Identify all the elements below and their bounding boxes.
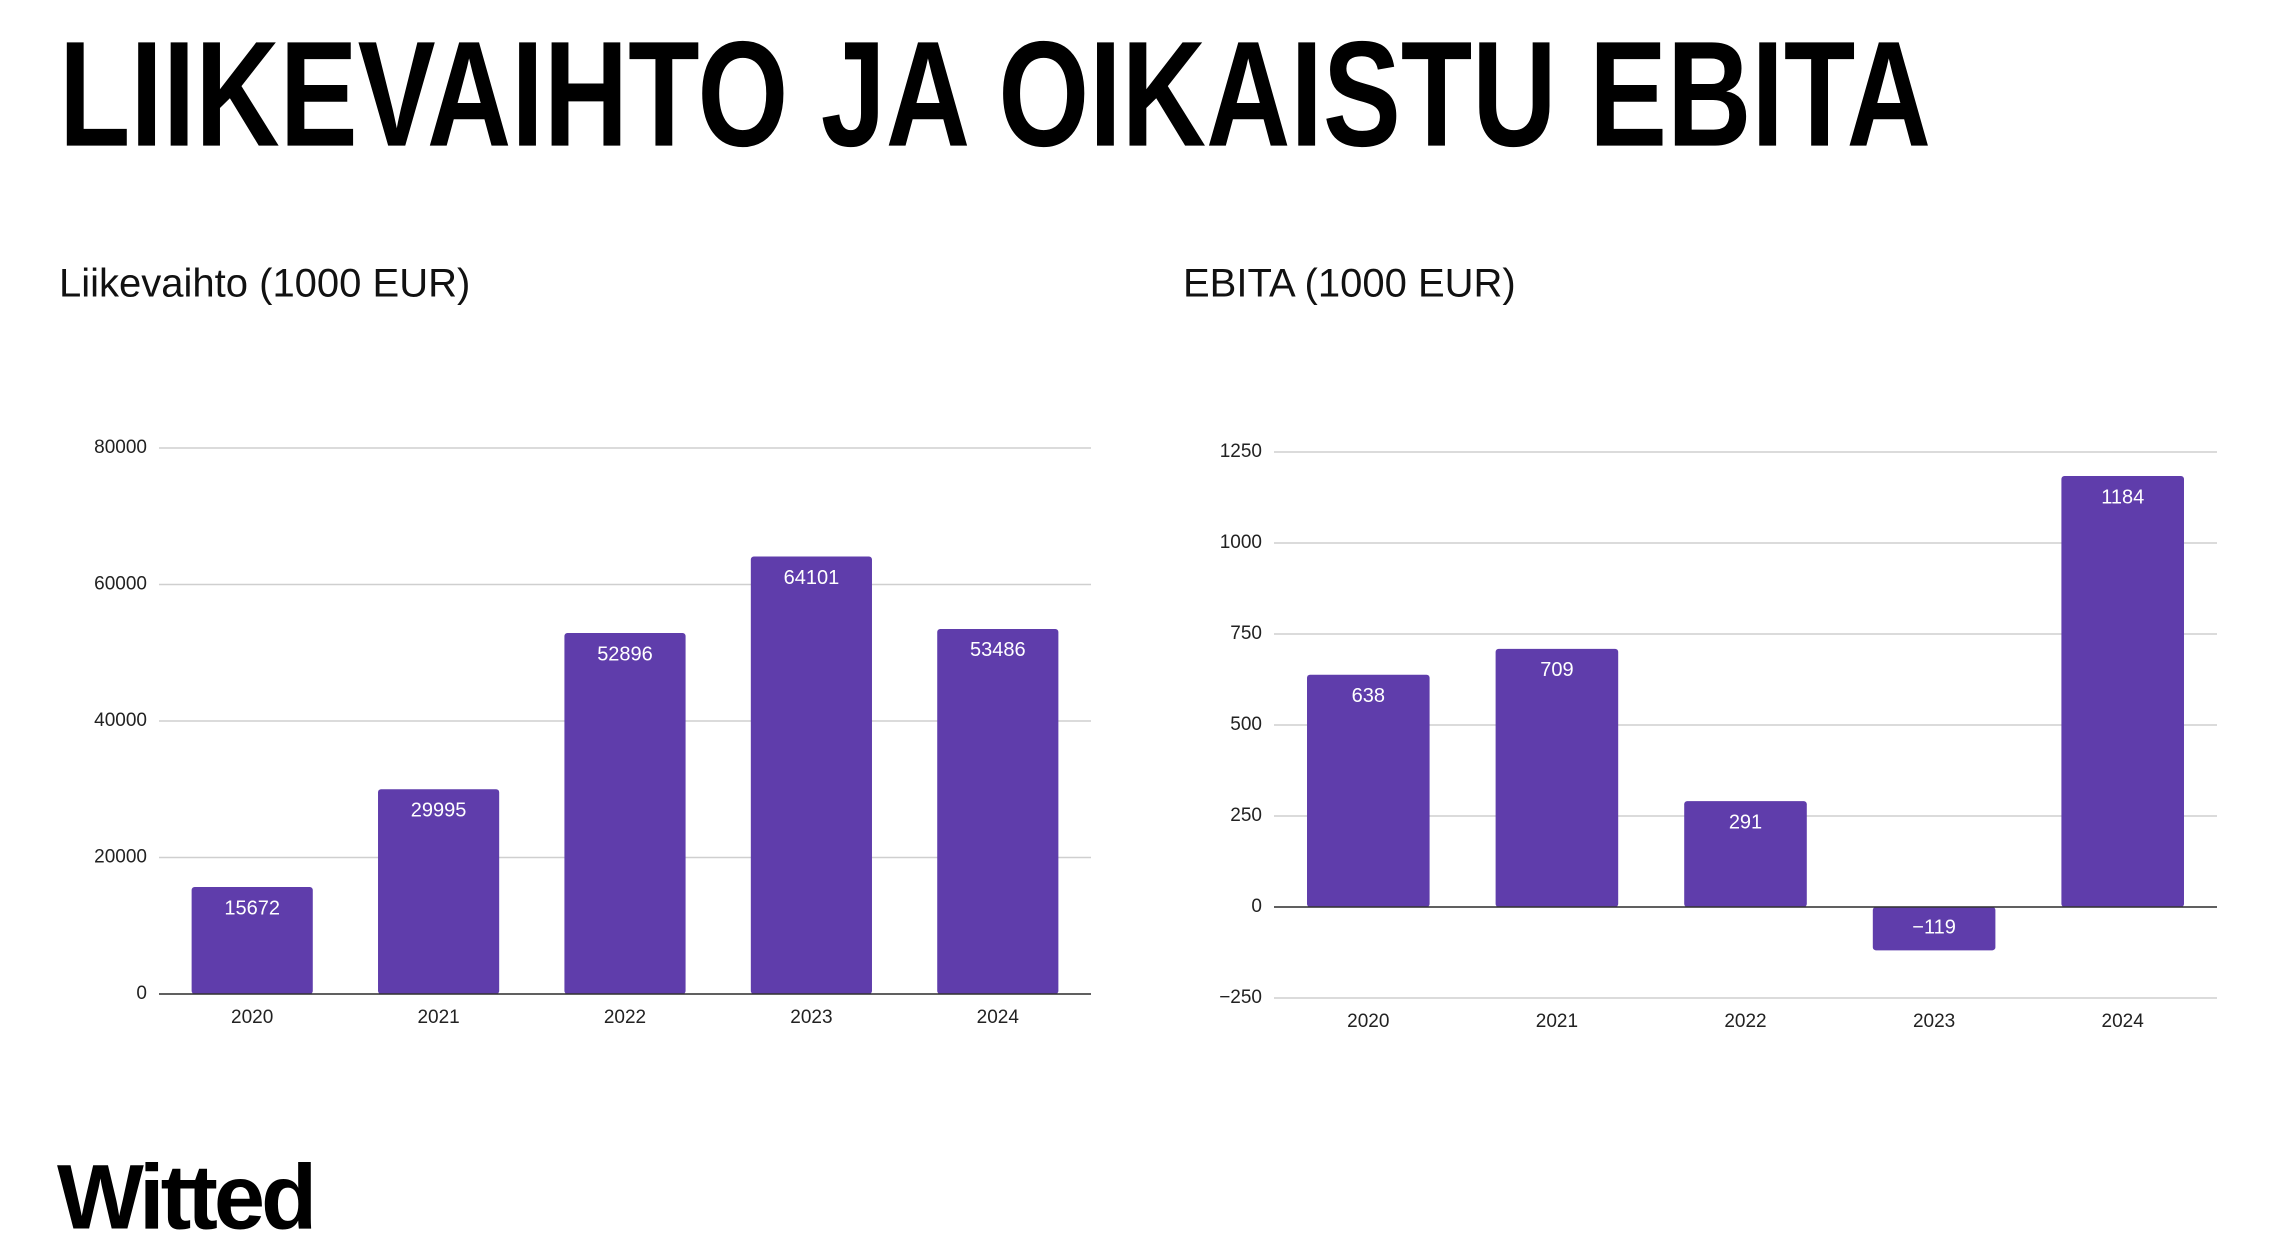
x-tick-label: 2023: [790, 1007, 832, 1028]
bar: [937, 628, 1059, 994]
chart-title: Liikevaihto (1000 EUR): [59, 262, 470, 306]
y-tick-label: 0: [1251, 896, 1262, 917]
x-tick-label: 2021: [417, 1007, 459, 1028]
bar: [564, 632, 686, 994]
y-tick-label: 250: [1230, 805, 1262, 826]
value-label: 53486: [970, 639, 1026, 661]
value-label: 1184: [2101, 486, 2144, 508]
y-tick-label: 0: [136, 983, 147, 1004]
bar: [1684, 801, 1807, 907]
value-label: 291: [1729, 811, 1762, 833]
x-tick-label: 2023: [1913, 1011, 1955, 1032]
x-tick-label: 2021: [1536, 1011, 1578, 1032]
value-label: 709: [1540, 659, 1573, 681]
value-label: 638: [1352, 685, 1385, 707]
y-tick-label: 40000: [94, 710, 147, 731]
x-tick-label: 2022: [604, 1007, 646, 1028]
logo: Witted: [57, 1146, 313, 1246]
bar: [1495, 648, 1619, 907]
y-tick-label: 80000: [94, 437, 147, 458]
x-tick-label: 2020: [231, 1007, 273, 1028]
y-tick-label: 500: [1230, 714, 1262, 735]
y-tick-label: 750: [1230, 623, 1262, 644]
y-tick-label: 60000: [94, 574, 147, 595]
value-label: −119: [1912, 917, 1956, 939]
x-tick-label: 2024: [977, 1007, 1020, 1028]
y-tick-label: 1250: [1220, 441, 1262, 462]
bar: [1307, 674, 1430, 907]
x-tick-label: 2020: [1347, 1011, 1389, 1032]
y-tick-label: 1000: [1220, 532, 1262, 553]
y-tick-label: 20000: [94, 847, 147, 868]
chart-title: EBITA (1000 EUR): [1183, 262, 1516, 306]
value-label: 64101: [784, 567, 840, 589]
value-label: 52896: [597, 643, 653, 665]
bar: [1872, 907, 1996, 951]
bar: [191, 887, 313, 994]
value-label: 15672: [224, 897, 280, 919]
bar: [2061, 476, 2184, 907]
x-tick-label: 2022: [1724, 1011, 1766, 1032]
bar: [378, 789, 500, 994]
page-title: LIIKEVAIHTO JA OIKAISTU EBITA: [59, 10, 1931, 178]
x-tick-label: 2024: [2102, 1011, 2145, 1032]
bar: [750, 556, 872, 994]
value-label: 29995: [411, 800, 467, 822]
y-tick-label: −250: [1219, 987, 1262, 1008]
